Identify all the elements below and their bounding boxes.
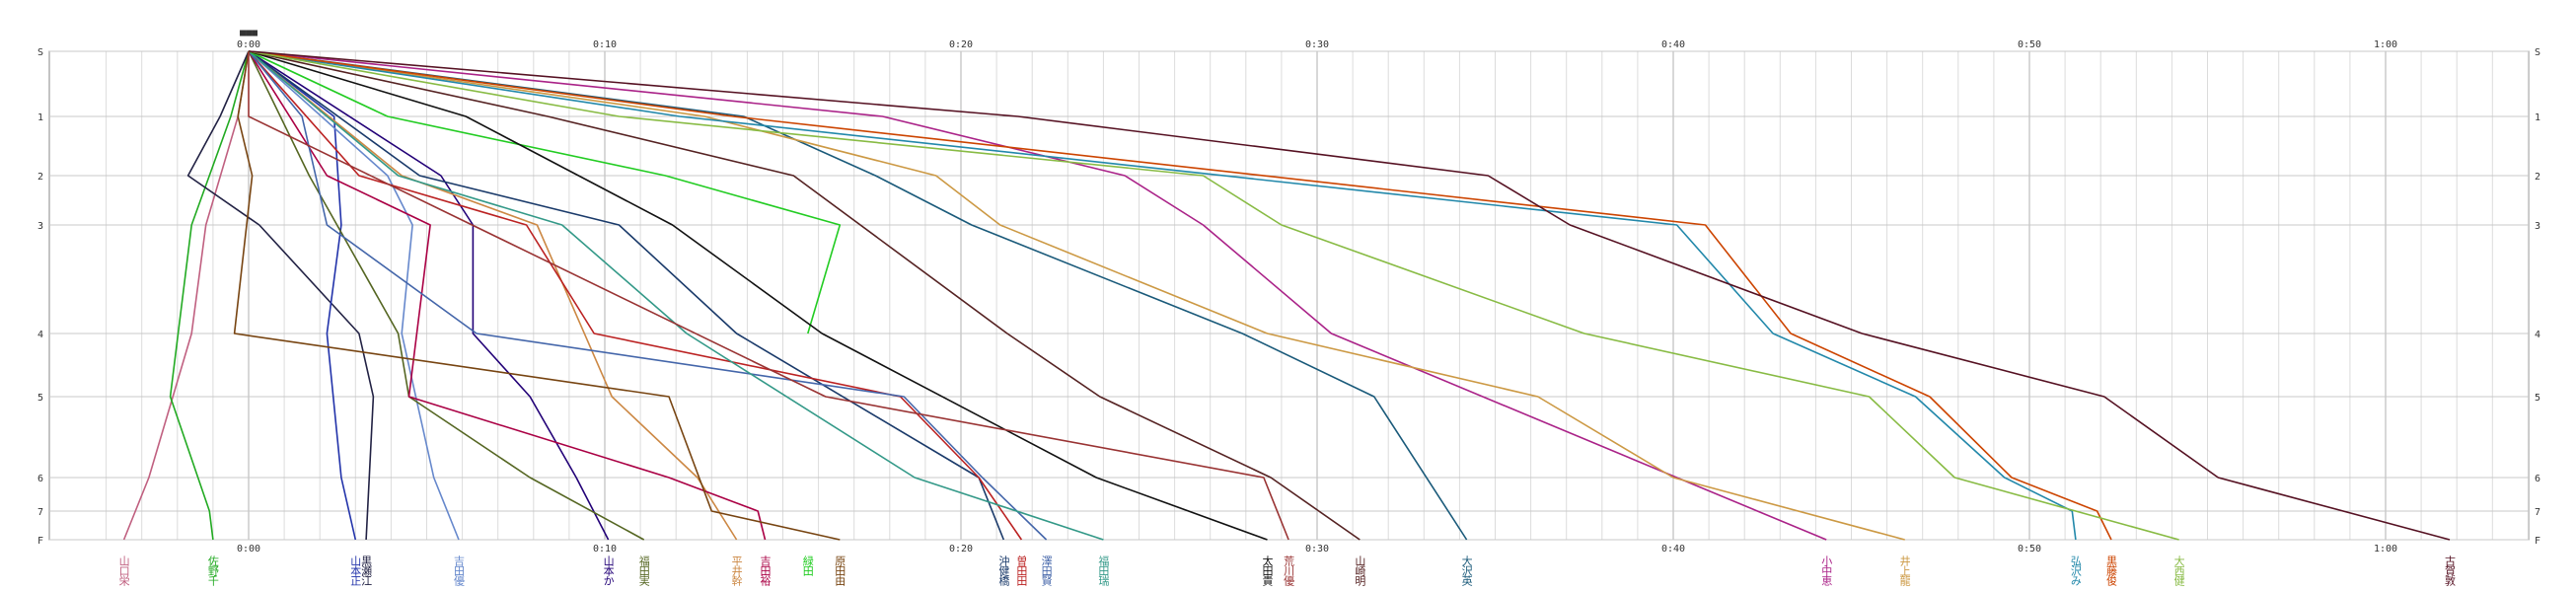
y-tick-label-left: 7 bbox=[37, 507, 43, 518]
x-tick-label-top: 0:50 bbox=[2018, 39, 2041, 50]
runner-label: 吉田優 bbox=[452, 555, 465, 587]
runner-label: 澤田賢 bbox=[1040, 555, 1053, 587]
y-tick-label-right: 7 bbox=[2535, 507, 2540, 518]
y-tick-label-right: 1 bbox=[2535, 112, 2540, 123]
series-line bbox=[233, 50, 841, 541]
runner-label: 弘沢み bbox=[2069, 555, 2082, 586]
y-tick-label-left: 1 bbox=[37, 112, 43, 123]
runner-label: 太田貴 bbox=[1261, 555, 1274, 587]
runner-label: 黒藤俊 bbox=[2105, 555, 2118, 586]
x-tick-label-top: 1:00 bbox=[2374, 39, 2397, 50]
series-line bbox=[248, 50, 1104, 541]
runner-label: 緑田 bbox=[801, 555, 814, 576]
series-line bbox=[248, 50, 1005, 541]
x-tick-label-bottom: 0:20 bbox=[949, 544, 973, 555]
x-tick-label-bottom: 0:00 bbox=[237, 544, 260, 555]
y-tick-label-right: 3 bbox=[2535, 221, 2540, 232]
series-line bbox=[248, 50, 2077, 541]
y-tick-label-left: F bbox=[37, 536, 43, 547]
runner-label: 山口栄 bbox=[117, 555, 130, 587]
y-tick-label-right: 5 bbox=[2535, 393, 2540, 404]
runner-label: 小中恵 bbox=[1820, 555, 1833, 586]
series-lines bbox=[122, 50, 2451, 541]
y-tick-label-right: 4 bbox=[2535, 330, 2540, 340]
runner-label: 原田由 bbox=[834, 555, 846, 586]
series-line bbox=[248, 50, 2112, 541]
start-marker: ■■■ bbox=[240, 28, 258, 38]
runner-label: 大沢英 bbox=[1460, 555, 1473, 587]
series-line bbox=[248, 50, 1468, 541]
y-tick-label-left: 6 bbox=[37, 474, 43, 484]
series-line bbox=[248, 50, 1048, 541]
series-line bbox=[248, 50, 460, 541]
y-tick-label-left: 4 bbox=[37, 330, 43, 340]
series-line bbox=[248, 50, 357, 541]
series-line bbox=[248, 50, 1905, 541]
y-tick-label-right: 2 bbox=[2535, 172, 2540, 183]
series-line bbox=[248, 51, 1289, 541]
runner-label: 大西健 bbox=[2172, 555, 2185, 586]
series-line bbox=[122, 50, 250, 541]
axes: 0:00 0:00 0:10 0:10 0:20 0:20 0:30 0:30 0:40 0:40… bbox=[37, 39, 2540, 555]
runner-label: 曽田田 bbox=[1015, 555, 1028, 586]
x-tick-label-bottom: 0:10 bbox=[593, 544, 617, 555]
runner-label: 平井幹 bbox=[730, 555, 743, 587]
y-tick-label-right: 6 bbox=[2535, 474, 2540, 484]
runner-label: 福田瑞 bbox=[1097, 555, 1110, 586]
series-line bbox=[186, 50, 375, 541]
x-tick-label-top: 0:20 bbox=[949, 39, 973, 50]
x-tick-label-bottom: 1:00 bbox=[2374, 544, 2397, 555]
runner-label: 福田実 bbox=[637, 555, 650, 587]
series-line bbox=[248, 50, 767, 541]
y-tick-label-left: 5 bbox=[37, 393, 43, 404]
series-line bbox=[248, 50, 1268, 541]
x-tick-label-top: 0:10 bbox=[593, 39, 617, 50]
runner-label: 山崎明 bbox=[1354, 555, 1366, 587]
runner-label: 井上龍 bbox=[1898, 555, 1911, 587]
series-line bbox=[169, 50, 250, 541]
runner-label: 沖健橋 bbox=[997, 555, 1010, 587]
x-tick-label-bottom: 0:40 bbox=[1661, 544, 1685, 555]
y-tick-label-right: F bbox=[2535, 536, 2540, 547]
series-line bbox=[248, 50, 842, 334]
runner-label: 山本か bbox=[602, 555, 615, 586]
series-line bbox=[248, 50, 2179, 541]
series-line bbox=[248, 50, 1361, 541]
runner-label: 古賀敦 bbox=[2443, 555, 2456, 587]
runner-label: 荒川優 bbox=[1283, 555, 1295, 587]
y-tick-label-right: S bbox=[2535, 47, 2540, 58]
runner-label: 佐野千 bbox=[206, 555, 219, 587]
y-tick-label-left: 2 bbox=[37, 172, 43, 183]
x-tick-label-bottom: 0:30 bbox=[1305, 544, 1329, 555]
x-tick-label-bottom: 0:50 bbox=[2018, 544, 2041, 555]
x-tick-label-top: 0:00 bbox=[237, 39, 260, 50]
series-line bbox=[248, 50, 645, 541]
series-line bbox=[248, 50, 1023, 541]
y-tick-label-left: 3 bbox=[37, 221, 43, 232]
x-tick-label-top: 0:30 bbox=[1305, 39, 1329, 50]
runner-label: 黒瀬江 bbox=[360, 555, 373, 586]
series-line bbox=[248, 50, 610, 541]
series-line bbox=[248, 50, 738, 541]
runner-label: 吉田裕 bbox=[759, 555, 772, 587]
series-line bbox=[248, 50, 2451, 541]
runner-label: 山本正 bbox=[349, 555, 362, 586]
y-tick-label-left: S bbox=[37, 47, 43, 58]
series-line bbox=[248, 50, 1827, 541]
x-tick-label-top: 0:40 bbox=[1661, 39, 1685, 50]
